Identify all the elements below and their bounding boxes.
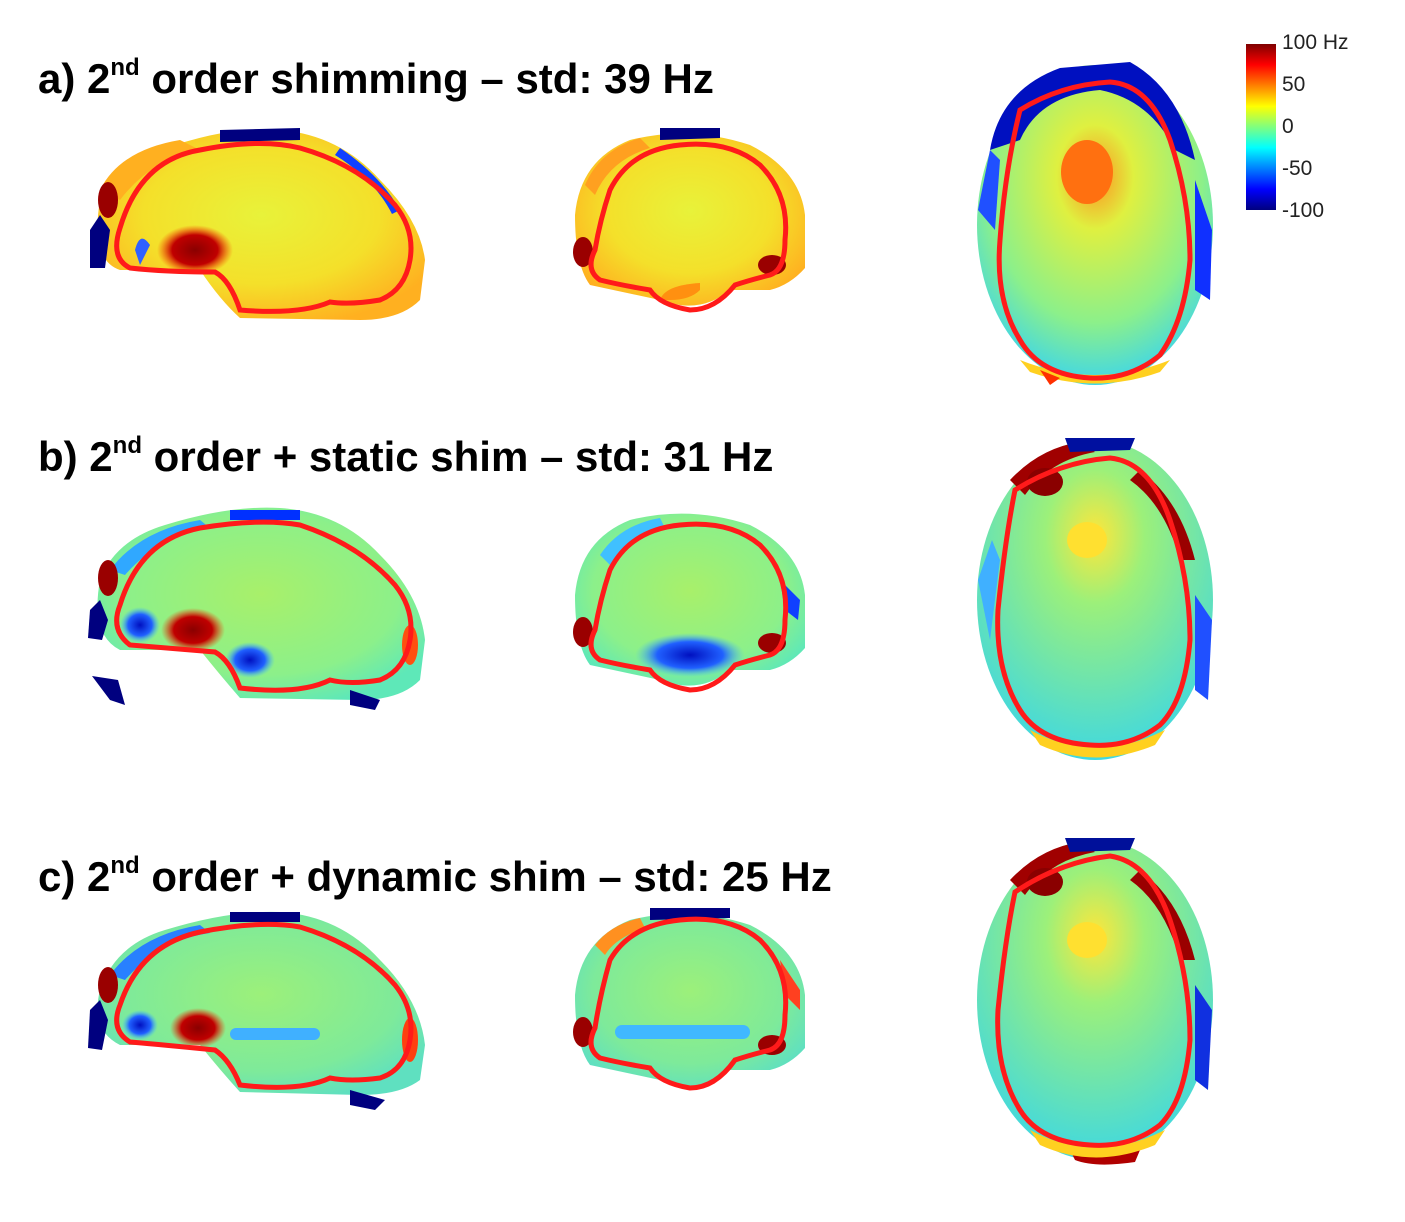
colorbar (1246, 44, 1276, 210)
colorbar-label-50: 50 (1282, 73, 1306, 96)
colorbar-label-max: 100 Hz (1282, 31, 1349, 54)
row-b-title: b) 2nd order + static shim – std: 31 Hz (38, 432, 774, 480)
row-b-coronal-map (573, 513, 805, 693)
colorbar-label-0: 0 (1282, 115, 1294, 138)
row-c-sagittal-map (88, 911, 425, 1110)
row-c-title: c) 2nd order + dynamic shim – std: 25 Hz (38, 852, 832, 900)
row-c-coronal-map (573, 908, 805, 1091)
row-a-axial-map (977, 62, 1213, 385)
row-a-title: a) 2nd order shimming – std: 39 Hz (38, 54, 714, 102)
colorbar-label-min: -100 (1282, 199, 1325, 222)
row-a-coronal-map (573, 128, 805, 313)
colorbar-label-neg50: -50 (1282, 157, 1313, 180)
row-a-sagittal-map (90, 128, 425, 320)
row-c-axial-map (977, 838, 1213, 1165)
row-b-axial-map (977, 438, 1213, 760)
row-b-sagittal-map (88, 507, 425, 710)
